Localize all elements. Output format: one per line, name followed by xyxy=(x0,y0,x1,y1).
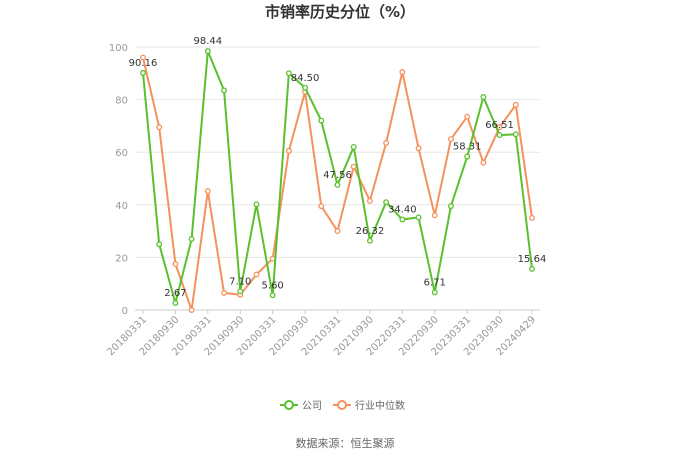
data-point-company xyxy=(221,87,227,94)
data-point-industry-median xyxy=(318,203,325,210)
data-point-industry-median xyxy=(415,145,422,152)
data-point-company xyxy=(285,70,292,77)
data-point-company xyxy=(448,203,454,210)
x-axis: 2018033120180930201903312019093020200331… xyxy=(105,310,538,358)
data-point-company xyxy=(237,288,244,295)
data-point-industry-median xyxy=(399,69,406,75)
data-point-company xyxy=(188,236,195,242)
data-point-company xyxy=(383,199,390,206)
data-point-industry-median xyxy=(383,140,390,146)
data-point-company xyxy=(204,48,211,55)
data-point-company xyxy=(253,201,260,208)
data-point-industry-median xyxy=(480,159,487,166)
data-point-industry-median xyxy=(188,307,195,313)
y-axis: 0 20 40 60 80 100 xyxy=(109,43,128,317)
data-point-company xyxy=(399,216,406,223)
y-tick-label: 40 xyxy=(115,201,128,212)
data-labels: 90.16 2.67 98.44 7.10 5.60 84.50 47.56 26.3234.… xyxy=(129,36,547,299)
data-point-industry-median xyxy=(204,188,211,195)
data-point-company xyxy=(318,117,325,124)
data-point-company xyxy=(512,131,519,138)
data-label: 5.60 xyxy=(262,280,284,291)
data-label: 84.50 xyxy=(291,73,320,84)
legend[interactable]: 公司 行业中位数 xyxy=(280,399,405,412)
data-label: 2.67 xyxy=(164,288,186,299)
data-point-company xyxy=(172,300,179,306)
data-label: 26.32 xyxy=(356,226,385,237)
data-point-industry-median xyxy=(512,101,519,108)
y-tick-label: 80 xyxy=(115,96,128,107)
data-label: 6.71 xyxy=(424,277,446,288)
data-point-industry-median xyxy=(156,124,163,131)
data-point-company xyxy=(366,237,373,244)
chart-title: 市销率历史分位（%） xyxy=(265,3,415,21)
data-label: 47.56 xyxy=(323,170,352,181)
data-point-industry-median xyxy=(529,214,535,221)
y-tick-label: 0 xyxy=(122,306,128,317)
data-point-company xyxy=(496,132,503,139)
data-label: 34.40 xyxy=(388,205,417,216)
y-tick-label: 100 xyxy=(109,43,128,54)
data-point-company xyxy=(350,143,357,150)
data-point-industry-median xyxy=(334,228,341,235)
series-lines xyxy=(140,48,535,313)
grid xyxy=(135,46,540,258)
data-point-industry-median xyxy=(464,113,471,120)
data-label: 98.44 xyxy=(194,36,223,47)
data-point-industry-median xyxy=(221,289,227,296)
data-point-company xyxy=(415,214,422,221)
data-point-company xyxy=(334,181,341,188)
data-point-industry-median xyxy=(285,147,292,154)
data-point-industry-median xyxy=(366,197,373,204)
legend-marker-industry-median[interactable] xyxy=(337,400,347,410)
data-point-industry-median xyxy=(350,163,357,170)
legend-marker-company[interactable] xyxy=(284,400,294,410)
data-point-company xyxy=(140,69,146,76)
data-point-industry-median xyxy=(448,136,454,142)
data-point-company xyxy=(269,292,276,299)
data-point-industry-median xyxy=(140,54,146,61)
data-label: 7.10 xyxy=(229,276,251,287)
source-note: 数据来源：恒生聚源 xyxy=(296,436,395,450)
data-point-company xyxy=(302,84,309,91)
data-point-company xyxy=(529,265,535,272)
data-point-company xyxy=(464,153,471,160)
y-tick-label: 60 xyxy=(115,148,128,159)
data-point-industry-median xyxy=(253,271,260,278)
data-point-industry-median xyxy=(431,212,438,219)
legend-label-industry-median[interactable]: 行业中位数 xyxy=(355,399,405,412)
data-point-company xyxy=(431,289,438,296)
data-label: 15.64 xyxy=(518,254,547,265)
legend-label-company[interactable]: 公司 xyxy=(302,401,322,412)
data-point-industry-median xyxy=(172,261,179,267)
data-point-company xyxy=(156,241,163,248)
y-tick-label: 20 xyxy=(115,253,128,264)
data-label: 90.16 xyxy=(129,58,158,69)
data-point-company xyxy=(480,94,487,100)
data-label: 66.51 xyxy=(485,120,514,131)
data-label: 58.31 xyxy=(453,142,482,153)
